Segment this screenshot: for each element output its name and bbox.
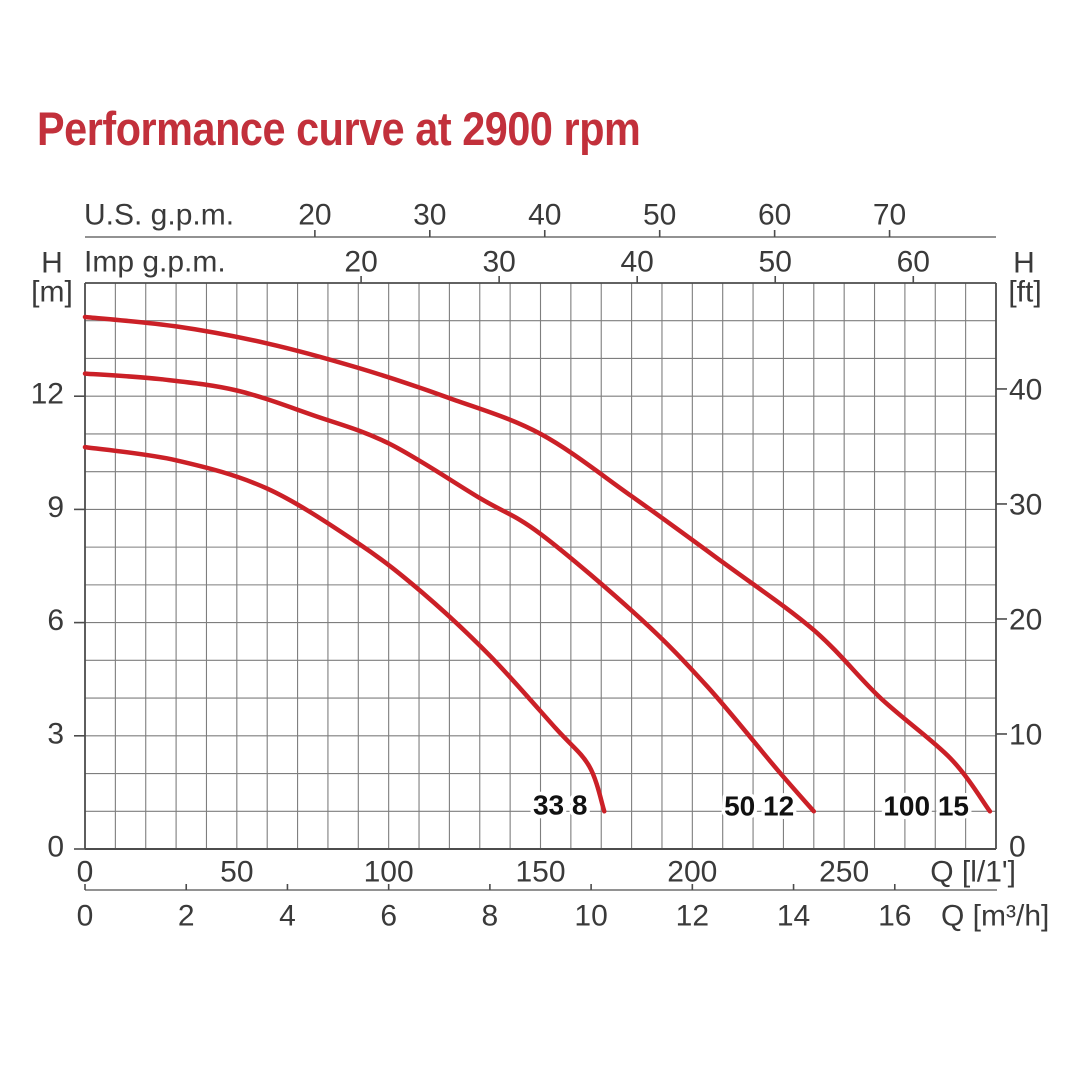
us-gpm-tick-label: 30 — [413, 199, 446, 232]
h-ft-axis-unit: [ft] — [1008, 276, 1041, 309]
h-m-axis: H[m] 0 3 6 9 12 — [31, 247, 85, 864]
us-gpm-tick-label: 70 — [873, 199, 906, 232]
curve-label-100-15: 100 15 — [883, 790, 969, 821]
h-ft-tick-label: 20 — [1009, 603, 1042, 636]
curve-label-50-12: 50 12 — [724, 790, 794, 821]
lmin-tick-label: 250 — [819, 856, 869, 889]
lmin-tick-label: 200 — [667, 856, 717, 889]
m3h-tick-label: 16 — [878, 900, 911, 933]
imp-gpm-tick-label: 50 — [759, 246, 792, 279]
us-gpm-tick-label: 60 — [758, 199, 791, 232]
h-m-axis-unit: [m] — [31, 276, 73, 309]
us-gpm-tick-label: 50 — [643, 199, 676, 232]
pump-curve-50-12 — [82, 371, 817, 814]
h-m-tick-label: 6 — [47, 604, 64, 637]
lmin-axis: 0 50 100 150 200 250 Q [l/1'] — [77, 856, 1016, 889]
lmin-tick-label: 50 — [220, 856, 253, 889]
h-ft-axis-title: H — [1013, 247, 1035, 280]
lmin-tick-label: 0 — [77, 856, 94, 889]
lmin-tick-label: 100 — [364, 856, 414, 889]
m3h-tick-label: 6 — [380, 900, 397, 933]
h-ft-axis: H[ft] 0 10 20 30 40 — [996, 247, 1042, 864]
m3h-tick-label: 10 — [574, 900, 607, 933]
imp-gpm-tick-label: 40 — [620, 246, 653, 279]
h-ft-tick-label: 0 — [1009, 831, 1026, 864]
pump-curve-100-15 — [82, 314, 993, 814]
m3h-tick-label: 4 — [279, 900, 296, 933]
pump-curves: 33 8 50 12 100 15 — [82, 314, 993, 825]
imp-gpm-axis: Imp g.p.m. 20 30 40 50 60 — [84, 246, 930, 283]
page-title: Performance curve at 2900 rpm — [37, 102, 641, 155]
h-ft-tick-label: 40 — [1009, 373, 1042, 406]
us-gpm-axis-title: U.S. g.p.m. — [84, 199, 234, 232]
pump-curve-33-8 — [82, 444, 607, 814]
h-m-axis-title: H — [41, 247, 63, 280]
us-gpm-axis: U.S. g.p.m. 20 30 40 50 60 70 — [84, 199, 996, 238]
m3h-axis: 0 2 4 6 8 10 12 14 16 Q [m³/h] — [77, 884, 1049, 933]
grid — [85, 283, 996, 849]
us-gpm-tick-label: 20 — [298, 199, 331, 232]
h-m-tick-label: 0 — [47, 831, 64, 864]
imp-gpm-tick-label: 20 — [344, 246, 377, 279]
curve-label-33-8: 33 8 — [533, 790, 588, 821]
m3h-axis-title: Q [m³/h] — [941, 900, 1049, 933]
plot-border — [84, 282, 997, 850]
m3h-tick-label: 8 — [482, 900, 499, 933]
m3h-tick-label: 0 — [77, 900, 94, 933]
imp-gpm-tick-label: 60 — [897, 246, 930, 279]
lmin-tick-label: 150 — [515, 856, 565, 889]
h-m-tick-label: 3 — [47, 717, 64, 750]
h-m-tick-label: 12 — [31, 378, 64, 411]
m3h-tick-label: 2 — [178, 900, 195, 933]
h-m-tick-label: 9 — [47, 491, 64, 524]
lmin-axis-title: Q [l/1'] — [930, 856, 1016, 889]
imp-gpm-tick-label: 30 — [482, 246, 515, 279]
h-ft-tick-label: 10 — [1009, 718, 1042, 751]
m3h-tick-label: 14 — [777, 900, 810, 933]
us-gpm-tick-label: 40 — [528, 199, 561, 232]
m3h-tick-label: 12 — [676, 900, 709, 933]
imp-gpm-axis-title: Imp g.p.m. — [84, 246, 226, 279]
h-ft-tick-label: 30 — [1009, 488, 1042, 521]
